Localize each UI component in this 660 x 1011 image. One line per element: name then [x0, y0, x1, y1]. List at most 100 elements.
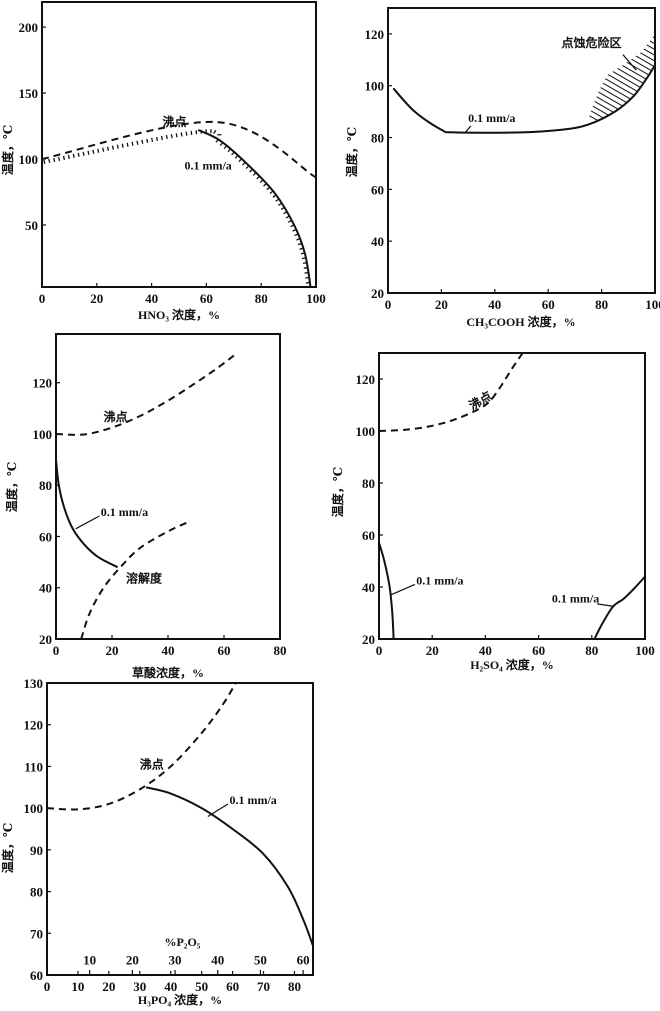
x-tick-label: 40 [145, 291, 158, 306]
hatch-tick [231, 151, 235, 156]
hatch-tick [53, 157, 56, 163]
annotation-leader [390, 583, 416, 596]
series-line-dashed [378, 352, 524, 432]
y-tick-label: 60 [371, 182, 384, 197]
y-tick-label: 60 [362, 528, 375, 543]
x-tick-label: 80 [255, 291, 268, 306]
x-axis-label: CH₃COOH 浓度，% [466, 314, 575, 329]
annotation-label: 0.1 mm/a [468, 111, 515, 125]
hatch-tick [234, 154, 239, 159]
x-tick-label: 80 [288, 979, 301, 994]
x-tick-label: 60 [218, 643, 231, 658]
hatch-tick [245, 165, 250, 169]
annotation-leader [597, 603, 615, 608]
hatch-tick [303, 266, 308, 269]
x-axis-label: HNO₃ 浓度，% [138, 307, 220, 322]
hatch-tick [305, 276, 310, 279]
y-axis-label: 温度，℃ [344, 127, 359, 177]
y-tick-label: 130 [24, 676, 44, 691]
y-axis-label: 温度，℃ [4, 462, 19, 512]
plot-frame [387, 7, 656, 294]
hatch-tick [242, 161, 246, 166]
hatch-tick [121, 143, 124, 148]
x-tick-label: 100 [645, 297, 660, 312]
y-tick-label: 80 [362, 476, 375, 491]
hatch-tick [67, 154, 70, 159]
hatch-tick [136, 140, 139, 145]
x-tick-label: 20 [90, 291, 103, 306]
hatch-tick [215, 138, 220, 143]
secondary-x-tick-label: 60 [297, 953, 310, 968]
y-tick-label: 80 [39, 478, 52, 493]
secondary-x-tick-label: 20 [126, 953, 139, 968]
hatch-tick [305, 281, 310, 284]
hatch-tick [77, 152, 80, 157]
hatch-tick [156, 136, 159, 142]
y-tick-label: 100 [24, 801, 44, 816]
series-line-dashed [46, 682, 237, 811]
annotation-label: 0.1 mm/a [101, 505, 148, 519]
hatch-tick [213, 129, 217, 134]
hatch-tick [160, 135, 163, 141]
y-tick-label: 50 [25, 218, 38, 233]
x-tick-label: 0 [44, 979, 51, 994]
chart-1: 0 20 40 60 80 100 50 100 150 200 HNO₃ 浓度，% 温度，℃ 沸点 0.… [0, 1, 326, 322]
y-tick-label: 40 [39, 581, 52, 596]
y-tick-label: 20 [39, 632, 52, 647]
y-tick-label: 120 [33, 376, 53, 391]
plot-frame [378, 352, 646, 640]
hatch-tick [116, 144, 119, 149]
x-tick-label: 0 [385, 297, 392, 312]
x-tick-label: 10 [71, 979, 84, 994]
hatch-tick [87, 150, 90, 155]
hatch-tick [238, 158, 243, 163]
annotation-label: 点蚀危险区 [562, 35, 622, 50]
secondary-x-tick-label: 10 [83, 953, 96, 968]
x-tick-label: 60 [532, 643, 545, 658]
x-tick-label: 30 [133, 979, 146, 994]
y-axis-label: 温度，℃ [330, 467, 345, 517]
annotation-leader [207, 803, 229, 817]
annotation-leader [464, 125, 472, 133]
x-tick-label: 100 [635, 643, 655, 658]
x-tick-label: 20 [435, 297, 448, 312]
x-axis-label: H₃PO₄ 浓度，% [138, 992, 222, 1007]
hatch-tick [294, 233, 299, 237]
hatch-tick [141, 139, 144, 144]
y-tick-label: 100 [33, 427, 53, 442]
secondary-x-tick-label: 30 [169, 953, 182, 968]
x-tick-label: 20 [102, 979, 115, 994]
x-tick-label: 0 [53, 643, 60, 658]
hatch-tick [297, 242, 303, 246]
x-tick-label: 60 [226, 979, 239, 994]
chart-2: 02040608010020406080100120CH₃COOH 浓度，%温度… [344, 7, 660, 329]
hatch-tick [126, 142, 129, 147]
hatch-tick [256, 175, 261, 180]
x-tick-label: 80 [585, 643, 598, 658]
series-line-dashed [55, 353, 236, 436]
hatch-tick [292, 228, 297, 232]
series-line-solid [55, 459, 119, 569]
x-tick-label: 20 [426, 643, 439, 658]
secondary-x-tick-label: 50 [254, 953, 267, 968]
x-tick-label: 80 [595, 297, 608, 312]
series-line-solid [145, 786, 314, 947]
annotation-label: 0.1 mm/a [229, 793, 276, 807]
x-tick-label: 40 [164, 979, 177, 994]
x-tick-label: 80 [274, 643, 287, 658]
hatch-tick [185, 131, 188, 136]
hatch-tick [223, 145, 228, 150]
y-tick-label: 120 [356, 372, 376, 387]
hatch-tick [280, 206, 285, 211]
y-tick-label: 20 [362, 632, 375, 647]
y-tick-label: 40 [371, 234, 384, 249]
y-tick-label: 80 [371, 131, 384, 146]
hatch-tick [227, 148, 232, 153]
hatch-tick [275, 198, 280, 202]
y-tick-label: 90 [30, 843, 43, 858]
y-tick-label: 70 [30, 926, 43, 941]
annotation-label: 沸点 [104, 409, 128, 424]
series-line-corrosion-rate [197, 129, 312, 288]
